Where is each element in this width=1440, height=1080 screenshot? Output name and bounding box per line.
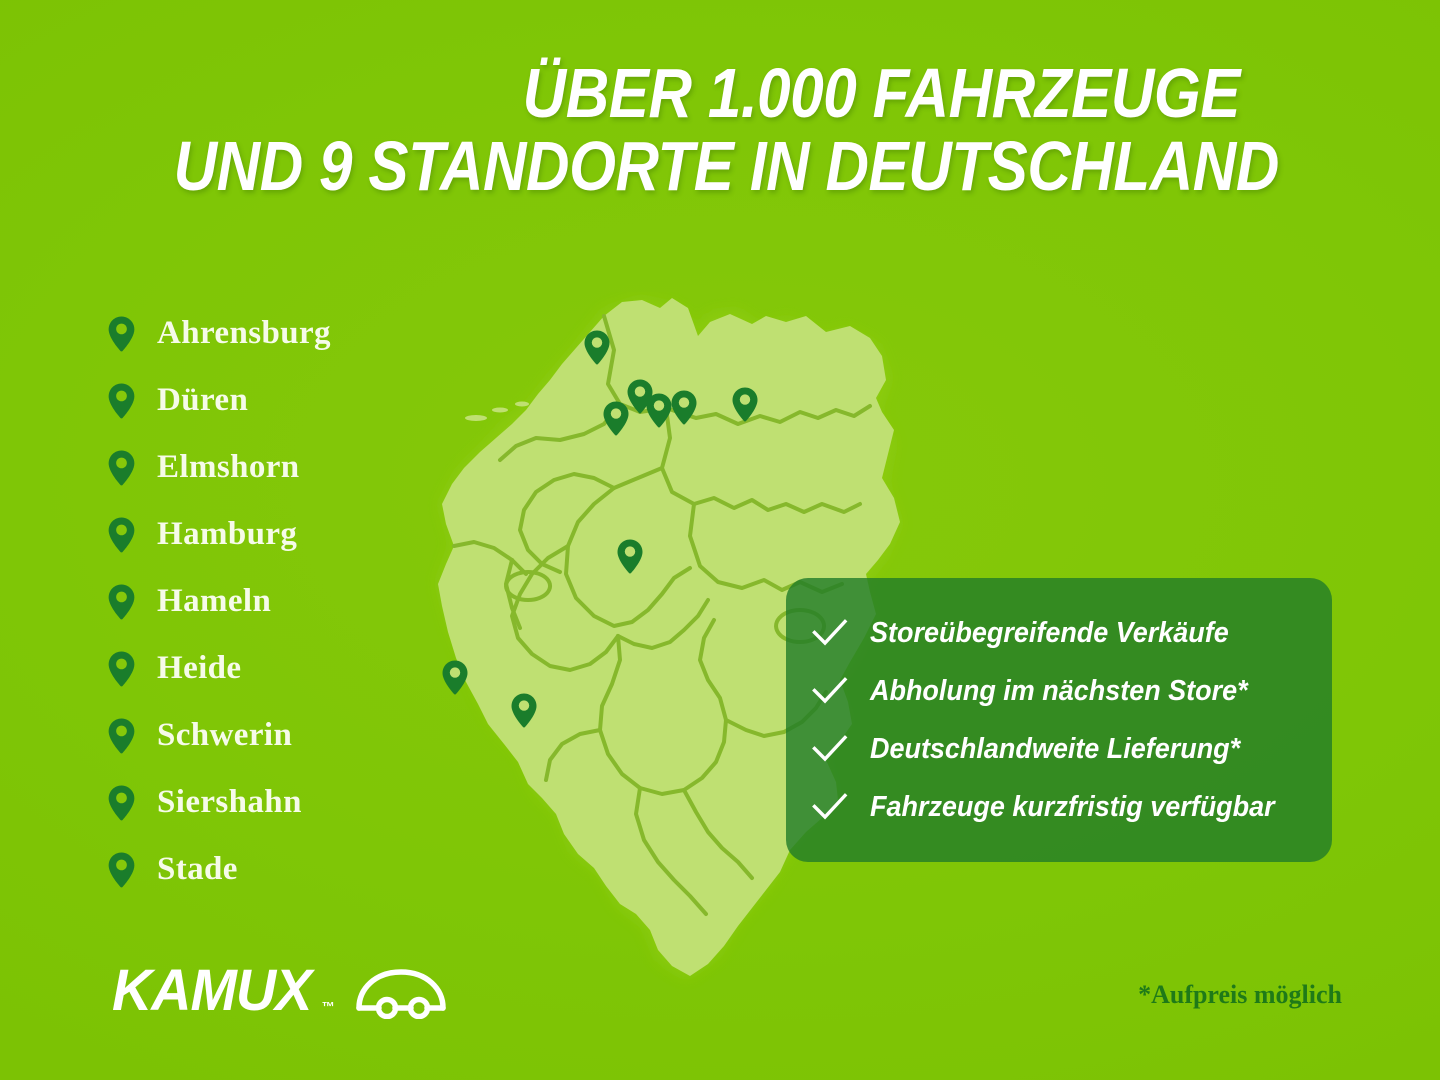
features-panel: Storeübegreifende Verkäufe Abholung im n… [786, 578, 1332, 862]
map-pin-heide[interactable] [584, 330, 610, 365]
location-name: Hamburg [157, 516, 298, 552]
list-item[interactable]: Stade [108, 836, 438, 903]
page-title: ÜBER 1.000 FAHRZEUGE UND 9 STANDORTE IN … [0, 54, 1340, 206]
feature-item: Abholung im nächsten Store* [812, 675, 1314, 708]
location-list: Ahrensburg Düren Elmshorn Hamburg [108, 300, 438, 903]
headline-line-1: ÜBER 1.000 FAHRZEUGE [522, 54, 1241, 132]
brand-logo[interactable]: KAMUX ™ [112, 962, 449, 1020]
list-item[interactable]: Hamburg [108, 501, 438, 568]
headline-line-2: UND 9 STANDORTE IN DEUTSCHLAND [173, 127, 1280, 206]
feature-label: Storeübegreifende Verkäufe [870, 616, 1229, 649]
list-item[interactable]: Ahrensburg [108, 300, 438, 367]
location-pin-icon [442, 660, 468, 695]
feature-label: Fahrzeuge kurzfristig verfügbar [870, 790, 1275, 823]
check-icon [812, 619, 848, 646]
location-name: Heide [157, 650, 242, 686]
check-icon [812, 793, 848, 820]
map-pin-schwerin[interactable] [732, 387, 758, 422]
trademark-symbol: ™ [321, 999, 335, 1014]
location-pin-icon [603, 401, 629, 436]
list-item[interactable]: Schwerin [108, 702, 438, 769]
map-pin-elmshorn[interactable] [603, 401, 629, 436]
list-item[interactable]: Düren [108, 367, 438, 434]
check-icon [812, 735, 848, 762]
germany-map-svg [438, 298, 900, 978]
list-item[interactable]: Siershahn [108, 769, 438, 836]
footnote: *Aufpreis möglich [1138, 980, 1342, 1009]
location-pin-icon [108, 316, 135, 351]
feature-label: Deutschlandweite Lieferung* [870, 732, 1241, 765]
location-pin-icon [646, 393, 672, 428]
feature-label: Abholung im nächsten Store* [870, 674, 1248, 707]
brand-name: KAMUX [112, 958, 312, 1023]
location-name: Siershahn [157, 784, 302, 820]
location-pin-icon [108, 718, 135, 753]
germany-map [408, 292, 928, 992]
location-pin-icon [511, 693, 537, 728]
list-item[interactable]: Elmshorn [108, 434, 438, 501]
map-state-borders [452, 314, 872, 916]
location-pin-icon [732, 387, 758, 422]
map-pin-stade[interactable] [671, 390, 697, 425]
check-icon [812, 677, 848, 704]
map-pin-dueren[interactable] [442, 660, 468, 695]
location-name: Elmshorn [157, 449, 300, 485]
location-pin-icon [108, 517, 135, 552]
location-pin-icon [671, 390, 697, 425]
list-item[interactable]: Hameln [108, 568, 438, 635]
location-pin-icon [627, 379, 653, 414]
feature-item: Storeübegreifende Verkäufe [812, 617, 1314, 650]
location-pin-icon [584, 330, 610, 365]
map-pin-ahrensburg[interactable] [627, 379, 653, 414]
feature-item: Fahrzeuge kurzfristig verfügbar [812, 791, 1314, 824]
map-pin-hamburg[interactable] [646, 393, 672, 428]
map-pin-siershahn[interactable] [511, 693, 537, 728]
location-name: Ahrensburg [157, 315, 331, 351]
location-pin-icon [108, 383, 135, 418]
location-pin-icon [617, 539, 643, 574]
map-pin-hameln[interactable] [617, 539, 643, 574]
list-item[interactable]: Heide [108, 635, 438, 702]
location-pin-icon [108, 584, 135, 619]
map-landmass [438, 298, 900, 976]
location-name: Schwerin [157, 717, 293, 753]
location-name: Düren [157, 382, 249, 418]
location-pin-icon [108, 785, 135, 820]
location-name: Hameln [157, 583, 272, 619]
feature-item: Deutschlandweite Lieferung* [812, 733, 1314, 766]
location-name: Stade [157, 851, 238, 887]
car-icon [355, 969, 446, 1019]
location-pin-icon [108, 450, 135, 485]
location-pin-icon [108, 651, 135, 686]
location-pin-icon [108, 852, 135, 887]
